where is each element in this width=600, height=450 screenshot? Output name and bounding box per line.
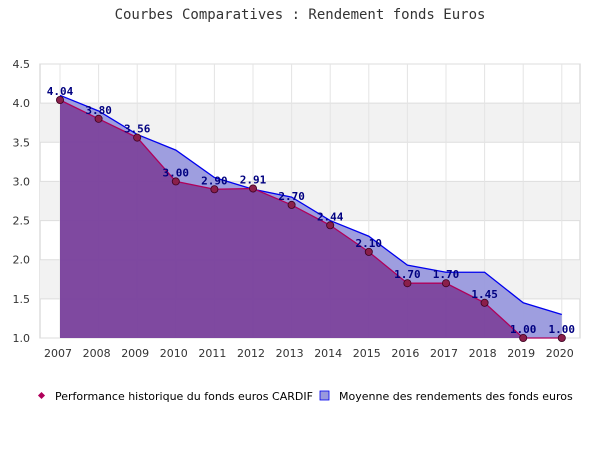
- legend-item-average: Moyenne des rendements des fonds euros: [319, 390, 573, 403]
- y-tick-label: 2.5: [13, 215, 31, 228]
- y-tick-label: 1.0: [13, 332, 31, 345]
- x-tick-label: 2009: [121, 347, 149, 360]
- x-tick-label: 2016: [391, 347, 419, 360]
- x-tick-label: 2015: [353, 347, 381, 360]
- chart-title: Courbes Comparatives : Rendement fonds E…: [115, 7, 486, 23]
- data-point-marker: [248, 184, 257, 193]
- x-axis-ticks: 2007 2008 2009 2010 2011 2012 2013 2014 2015 2016…: [44, 347, 574, 360]
- data-point-marker: [441, 279, 450, 288]
- data-point-marker: [171, 177, 180, 186]
- x-tick-label: 2012: [237, 347, 265, 360]
- legend-swatch-icon: [319, 390, 330, 401]
- y-tick-label: 4.5: [13, 58, 31, 71]
- x-tick-label: 2017: [430, 347, 458, 360]
- y-tick-label: 4.0: [13, 97, 31, 110]
- data-label: 4.04: [47, 85, 74, 98]
- x-tick-label: 2020: [546, 347, 574, 360]
- y-tick-label: 1.5: [13, 293, 31, 306]
- data-point-marker: [403, 279, 412, 288]
- cardif-series-area: [59, 99, 562, 339]
- cardif-line: [59, 99, 562, 339]
- data-point-marker: [56, 96, 65, 105]
- data-label: 3.80: [85, 104, 112, 117]
- cardif-area-fill: [60, 100, 562, 338]
- data-label: 2.44: [317, 210, 344, 223]
- legend-label-average: Moyenne des rendements des fonds euros: [339, 390, 573, 403]
- x-tick-label: 2013: [276, 347, 304, 360]
- data-label: 2.10: [356, 237, 383, 250]
- data-point-marker: [480, 298, 489, 307]
- data-label: 1.70: [433, 268, 460, 281]
- data-point-marker: [210, 185, 219, 194]
- data-point-marker: [133, 133, 142, 142]
- x-tick-label: 2014: [314, 347, 342, 360]
- legend-marker-diamond-icon: [37, 391, 46, 400]
- data-labels: 4.04 3.80 3.56 3.00 2.90 2.91 2.70 2.44 2.10 1.70…: [47, 85, 575, 336]
- data-label: 3.00: [163, 166, 190, 179]
- y-tick-label: 2.0: [13, 254, 31, 267]
- x-tick-label: 2018: [469, 347, 497, 360]
- data-label: 1.00: [549, 323, 576, 336]
- x-tick-label: 2010: [160, 347, 188, 360]
- data-label: 1.70: [394, 268, 421, 281]
- data-label: 2.70: [278, 190, 305, 203]
- data-point-marker: [326, 221, 335, 230]
- data-point-marker: [557, 333, 566, 342]
- series-markers: [56, 96, 566, 342]
- average-line: [59, 94, 562, 316]
- data-point-marker: [94, 114, 103, 123]
- data-point-marker: [287, 200, 296, 209]
- data-label: 1.45: [471, 288, 498, 301]
- x-tick-label: 2011: [198, 347, 226, 360]
- y-tick-label: 3.5: [13, 136, 31, 149]
- data-label: 2.90: [201, 174, 228, 187]
- data-label: 1.00: [510, 323, 537, 336]
- x-tick-label: 2007: [44, 347, 72, 360]
- data-point-marker: [364, 247, 373, 256]
- data-label: 2.91: [240, 173, 267, 186]
- data-point-marker: [519, 333, 528, 342]
- x-tick-label: 2019: [507, 347, 535, 360]
- legend-item-cardif: Performance historique du fonds euros CA…: [37, 390, 313, 403]
- y-tick-label: 3.0: [13, 175, 31, 188]
- legend: Performance historique du fonds euros CA…: [37, 390, 573, 403]
- y-axis-ticks: 1.0 1.5 2.0 2.5 3.0 3.5 4.0 4.5: [13, 58, 31, 345]
- legend-label-cardif: Performance historique du fonds euros CA…: [55, 390, 313, 403]
- x-tick-label: 2008: [83, 347, 111, 360]
- data-label: 3.56: [124, 123, 151, 136]
